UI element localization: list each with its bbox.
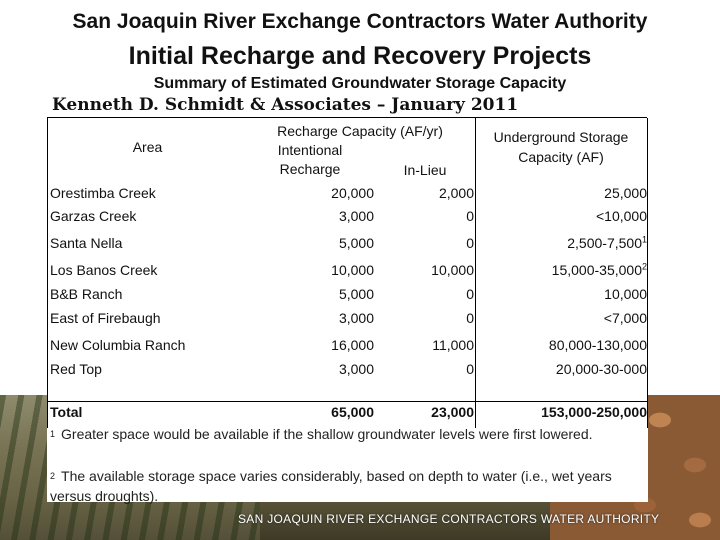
row-in-lieu: 0 [466,361,474,377]
row-area: East of Firebaugh [50,310,161,326]
row-area: Red Top [50,361,102,377]
table-top-border [47,117,647,118]
table-border-left [47,118,48,428]
row-intentional: 5,000 [338,235,374,251]
row-area: Santa Nella [50,235,123,251]
content-panel [47,117,648,502]
footnote-2-text: The available storage space varies consi… [50,468,612,504]
row-storage: 15,000-35,0002 [480,261,647,279]
storage-value: 15,000-35,000 [551,262,642,278]
row-storage: 25,000 [604,185,647,201]
row-area: B&B Ranch [50,286,123,302]
row-storage: 20,000-30-000 [555,361,647,377]
footnote-2: 2 The available storage space varies cons… [50,466,640,506]
row-in-lieu: 0 [466,286,474,302]
footnote-ref: 2 [641,261,647,272]
footnote-1-text: Greater space would be available if the … [61,426,593,442]
row-intentional: 3,000 [338,310,374,326]
row-storage: 80,000-130,000 [548,337,647,353]
title-author-date: Kenneth D. Schmidt & Associates – Januar… [52,95,519,115]
total-separator [47,401,647,402]
row-storage: <7,000 [603,310,647,326]
row-intentional: 16,000 [331,337,374,353]
title-authority: San Joaquin River Exchange Contractors W… [72,10,648,33]
row-in-lieu: 0 [466,235,474,251]
header-area: Area [132,139,163,155]
row-storage: 2,500-7,5001 [480,234,647,252]
row-storage: <10,000 [596,208,647,224]
total-storage: 153,000-250,000 [541,404,647,420]
total-intentional: 65,000 [331,404,374,420]
row-in-lieu: 11,000 [432,337,474,353]
row-area: Los Banos Creek [50,262,158,278]
row-intentional: 3,000 [338,208,374,224]
title-summary: Summary of Estimated Groundwater Storage… [153,75,567,92]
row-intentional: 3,000 [338,361,374,377]
row-in-lieu: 2,000 [438,185,474,201]
row-intentional: 10,000 [331,262,374,278]
row-area: Garzas Creek [50,208,137,224]
total-label: Total [50,404,83,420]
row-in-lieu: 0 [466,310,474,326]
footnote-ref: 1 [641,234,647,245]
row-area: New Columbia Ranch [50,337,186,353]
header-recharge-capacity: Recharge Capacity (AF/yr) [277,123,443,139]
total-in-lieu: 23,000 [431,404,474,420]
storage-value: 2,500-7,500 [567,235,642,251]
header-underground-storage: Underground Storage Capacity (AF) [493,129,629,165]
row-area: Orestimba Creek [50,185,156,201]
title-projects: Initial Recharge and Recovery Projects [128,42,592,70]
row-storage: 10,000 [604,286,647,302]
footer-brand: SAN JOAQUIN RIVER EXCHANGE CONTRACTORS W… [238,512,660,526]
footnote-1-mark: 1 [50,429,56,439]
footnote-1: 1 Greater space would be available if the… [50,424,640,444]
row-intentional: 20,000 [331,185,374,201]
header-intentional-recharge: Intentional Recharge [277,142,343,177]
table-border-right [647,118,648,428]
table-border-mid [475,118,476,428]
header-in-lieu: In-Lieu [403,162,447,178]
footnote-2-mark: 2 [50,471,56,481]
row-intentional: 5,000 [338,286,374,302]
row-in-lieu: 0 [466,208,474,224]
row-in-lieu: 10,000 [431,262,474,278]
